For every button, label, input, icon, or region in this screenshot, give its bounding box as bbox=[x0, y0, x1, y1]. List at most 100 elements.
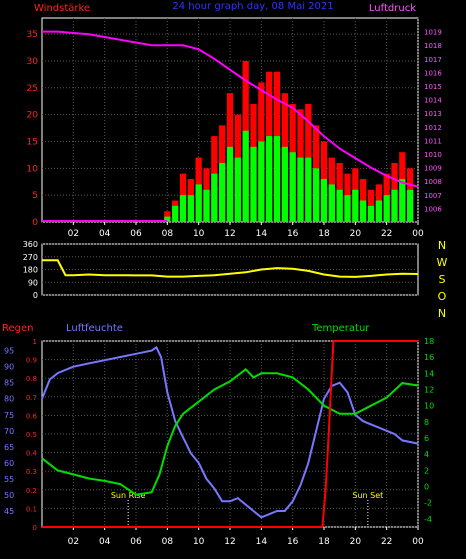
temperature-tick-label: 0 bbox=[424, 483, 429, 492]
average-wind-bar bbox=[375, 200, 382, 222]
humidity-tick-label: 75 bbox=[4, 411, 14, 420]
temperature-tick-label: 18 bbox=[424, 337, 434, 346]
x-tick-label: 02 bbox=[68, 537, 79, 547]
average-wind-bar bbox=[281, 146, 288, 222]
x-tick-label: 04 bbox=[99, 229, 111, 239]
average-wind-bar bbox=[407, 189, 414, 222]
rain-tick-label: 0.6 bbox=[26, 412, 38, 420]
humidity-axis-title: Luftfeuchte bbox=[66, 323, 123, 334]
temperature-tick-label: -4 bbox=[424, 515, 432, 524]
x-tick-label: 06 bbox=[130, 229, 142, 239]
temperature-axis-title: Temperatur bbox=[311, 323, 370, 334]
temperature-tick-label: 14 bbox=[424, 369, 434, 378]
plot-frame bbox=[41, 243, 419, 296]
compass-label: W bbox=[437, 256, 448, 269]
compass-label: O bbox=[438, 290, 447, 303]
x-tick-label: 22 bbox=[381, 537, 392, 547]
x-tick-label: 06 bbox=[130, 537, 142, 547]
x-tick-label: 00 bbox=[412, 229, 424, 239]
rain-tick-label: 0.3 bbox=[26, 468, 37, 476]
x-tick-label: 14 bbox=[256, 229, 268, 239]
humidity-tick-label: 90 bbox=[4, 363, 14, 372]
temperature-tick-label: 12 bbox=[424, 386, 434, 395]
humidity-tick-label: 55 bbox=[4, 475, 14, 484]
wind-tick-label: 15 bbox=[27, 137, 38, 147]
sun-annotation-label: Sun Set bbox=[352, 491, 383, 500]
wind-tick-label: 0 bbox=[32, 218, 38, 228]
average-wind-bar bbox=[297, 157, 304, 222]
pressure-tick-label: 1010 bbox=[424, 151, 442, 159]
rain-tick-label: 0.5 bbox=[26, 431, 37, 439]
average-wind-bar bbox=[360, 200, 367, 222]
x-tick-label: 04 bbox=[99, 537, 111, 547]
compass-label: N bbox=[438, 239, 446, 252]
humidity-temperature-rain-chart: Regen Luftfeuchte Temperatur 0 0.1 0.2 0.3 0… bbox=[2, 323, 434, 547]
compass-label: N bbox=[438, 307, 446, 320]
average-wind-bar bbox=[195, 184, 202, 222]
rain-tick-label: 0.7 bbox=[26, 394, 37, 402]
temperature-tick-label: -2 bbox=[424, 499, 432, 508]
average-wind-bar bbox=[258, 141, 265, 222]
average-wind-bar bbox=[203, 189, 210, 222]
average-wind-bar bbox=[391, 189, 398, 222]
wind-tick-label: 20 bbox=[27, 111, 39, 121]
average-wind-bar bbox=[273, 136, 281, 222]
wind-tick-label: 30 bbox=[27, 57, 39, 67]
x-tick-label: 22 bbox=[381, 229, 392, 239]
average-wind-bar bbox=[219, 162, 226, 222]
average-wind-bar bbox=[344, 195, 351, 222]
humidity-tick-label: 65 bbox=[4, 443, 14, 452]
average-wind-bar bbox=[383, 195, 390, 222]
x-tick-label: 12 bbox=[224, 537, 235, 547]
wind-axis-title: Windstärke bbox=[34, 3, 90, 14]
average-wind-bar bbox=[226, 146, 234, 222]
direction-tick-label: 0 bbox=[33, 291, 38, 300]
x-tick-label: 02 bbox=[68, 229, 79, 239]
direction-tick-label: 270 bbox=[23, 253, 38, 262]
x-tick-label: 20 bbox=[350, 537, 362, 547]
rain-axis-title: Regen bbox=[2, 323, 34, 334]
humidity-tick-label: 85 bbox=[4, 379, 14, 388]
direction-tick-label: 360 bbox=[23, 240, 38, 249]
rain-tick-label: 0.4 bbox=[26, 450, 38, 458]
humidity-tick-label: 70 bbox=[4, 427, 14, 436]
rain-tick-label: 0.8 bbox=[26, 375, 37, 383]
pressure-tick-label: 1007 bbox=[424, 192, 442, 200]
x-tick-label: 16 bbox=[287, 537, 299, 547]
average-wind-bar bbox=[187, 195, 194, 222]
average-wind-bar bbox=[234, 157, 241, 222]
pressure-axis-title: Luftdruck bbox=[369, 3, 416, 14]
average-wind-bar bbox=[211, 173, 218, 222]
chart-title: 24 hour graph day, 08 Mai 2021 bbox=[172, 1, 333, 12]
x-tick-label: 16 bbox=[287, 229, 299, 239]
pressure-tick-label: 1011 bbox=[424, 137, 442, 145]
average-wind-bar bbox=[352, 189, 359, 222]
temperature-tick-label: 2 bbox=[424, 466, 429, 475]
x-tick-label: 14 bbox=[256, 537, 268, 547]
average-wind-bar bbox=[266, 136, 273, 222]
sun-annotation-label: Sun Rise bbox=[111, 491, 146, 500]
average-wind-bar bbox=[367, 205, 375, 222]
rain-tick-label: 0.9 bbox=[26, 357, 37, 365]
pressure-tick-label: 1006 bbox=[424, 205, 442, 213]
average-wind-bar bbox=[313, 168, 320, 222]
x-tick-label: 18 bbox=[318, 537, 330, 547]
rain-tick-label: 0 bbox=[33, 524, 37, 532]
x-tick-label: 08 bbox=[162, 229, 174, 239]
temperature-tick-label: 10 bbox=[424, 402, 434, 411]
x-tick-label: 08 bbox=[162, 537, 174, 547]
pressure-tick-label: 1009 bbox=[424, 165, 442, 173]
pressure-line bbox=[42, 30, 419, 188]
rain-line bbox=[42, 340, 418, 528]
average-wind-bar bbox=[328, 184, 335, 222]
wind-tick-label: 10 bbox=[27, 164, 39, 174]
temperature-tick-label: 8 bbox=[424, 418, 429, 427]
average-wind-bar bbox=[320, 179, 328, 222]
average-wind-bar bbox=[336, 189, 343, 222]
pressure-tick-label: 1012 bbox=[424, 124, 442, 132]
pressure-tick-label: 1016 bbox=[424, 69, 442, 77]
humidity-tick-label: 95 bbox=[4, 347, 14, 356]
direction-tick-label: 90 bbox=[28, 278, 38, 287]
